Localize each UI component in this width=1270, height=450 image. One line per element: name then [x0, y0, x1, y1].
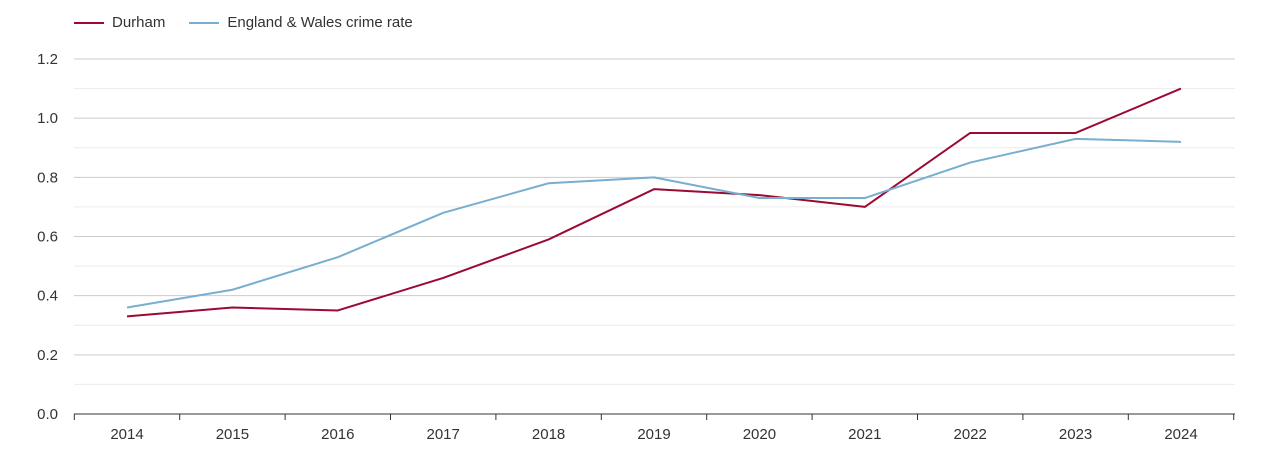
point-durham-2019 [651, 186, 657, 192]
legend-item-england-wales[interactable]: England & Wales crime rate [189, 14, 413, 31]
x-tick-label-2023: 2023 [1059, 426, 1092, 443]
point-england-wales-crime-rate-2021 [862, 195, 868, 201]
x-tick-label-2016: 2016 [321, 426, 354, 443]
point-durham-2017 [440, 275, 446, 281]
point-durham-2021 [862, 204, 868, 210]
y-tick-label-0.6: 0.6 [37, 229, 58, 246]
point-durham-2018 [546, 236, 552, 242]
y-tick-label-0.8: 0.8 [37, 169, 58, 186]
point-england-wales-crime-rate-2014 [124, 305, 130, 311]
point-durham-2016 [335, 307, 341, 313]
legend-item-durham[interactable]: Durham [74, 14, 165, 31]
series-line-england-wales-crime-rate [126, 137, 1182, 309]
point-durham-2024 [1178, 86, 1184, 92]
point-england-wales-crime-rate-2015 [229, 287, 235, 293]
legend-swatch-england-wales [189, 21, 220, 24]
point-england-wales-crime-rate-2024 [1178, 139, 1184, 145]
point-england-wales-crime-rate-2020 [756, 195, 762, 201]
tick-labels: 0.0 0.2 0.4 0.6 0.8 1.0 1.2 2014 2015 2016 2017 201… [37, 51, 1198, 443]
x-tick-label-2020: 2020 [743, 426, 776, 443]
x-tick-label-2022: 2022 [954, 426, 987, 443]
y-tick-label-0.2: 0.2 [37, 347, 58, 364]
y-tick-label-1.0: 1.0 [37, 110, 58, 127]
point-durham-2022 [967, 130, 973, 136]
axes [73, 413, 1235, 420]
point-england-wales-crime-rate-2018 [546, 180, 552, 186]
series-lines [124, 86, 1184, 319]
point-england-wales-crime-rate-2022 [967, 160, 973, 166]
legend-swatch-durham [74, 21, 104, 24]
x-tick-label-2015: 2015 [216, 426, 249, 443]
x-tick-label-2021: 2021 [848, 426, 881, 443]
grid-lines [74, 58, 1235, 385]
point-england-wales-crime-rate-2017 [440, 210, 446, 216]
point-england-wales-crime-rate-2023 [1073, 136, 1079, 142]
series-line-durham [126, 87, 1182, 318]
legend: Durham England & Wales crime rate [74, 14, 437, 31]
point-durham-2015 [229, 305, 235, 311]
x-tick-label-2018: 2018 [532, 426, 565, 443]
x-tick-label-2014: 2014 [110, 426, 143, 443]
legend-label-england-wales: England & Wales crime rate [227, 14, 413, 31]
point-durham-2014 [124, 313, 130, 319]
legend-label-durham: Durham [112, 14, 166, 31]
point-england-wales-crime-rate-2016 [335, 254, 341, 260]
x-tick-label-2024: 2024 [1164, 426, 1197, 443]
y-tick-label-1.2: 1.2 [37, 51, 58, 68]
y-tick-label-0.4: 0.4 [37, 288, 58, 305]
x-tick-label-2019: 2019 [637, 426, 670, 443]
x-tick-label-2017: 2017 [427, 426, 460, 443]
y-tick-label-0.0: 0.0 [37, 406, 58, 423]
point-durham-2023 [1073, 130, 1079, 136]
point-england-wales-crime-rate-2019 [651, 174, 657, 180]
